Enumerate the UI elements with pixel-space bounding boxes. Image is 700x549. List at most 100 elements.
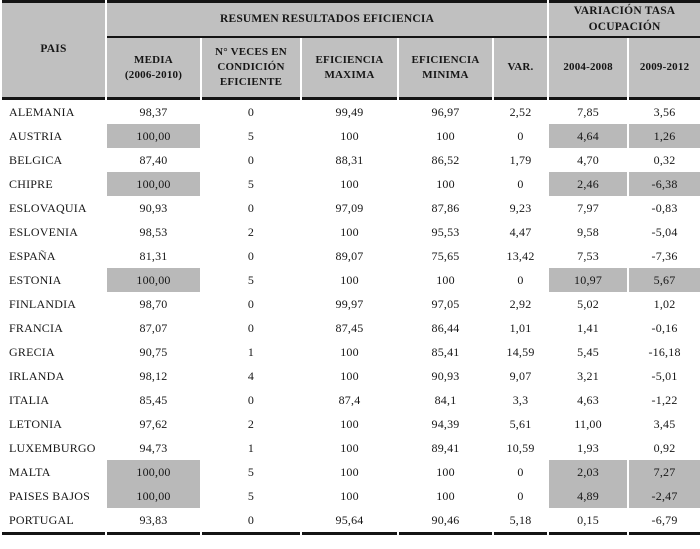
value-cell: 100,00 (107, 460, 200, 484)
value-cell: 0 (247, 392, 255, 407)
value-cell: -6,79 (629, 508, 700, 535)
value-cell: -6,38 (629, 172, 700, 196)
value-cell: 2 (247, 224, 255, 239)
value-cell: 88,31 (335, 152, 364, 167)
value-cell: 4,47 (509, 224, 532, 239)
value-cell: -7,36 (651, 248, 678, 263)
country-cell: PORTUGAL (2, 508, 105, 535)
table-row: ESLOVENIA 98,53 2 100 95,53 4,47 9,58 -5,04 (2, 220, 700, 244)
table-row: ESLOVAQUIA 90,93 0 97,09 87,86 9,23 7,97 -0,83 (2, 196, 700, 220)
value-cell: 5 (247, 464, 255, 479)
country-cell: LUXEMBURGO (9, 440, 96, 455)
value-cell: 1,02 (653, 296, 676, 311)
value-cell: 100,00 (107, 268, 200, 292)
value-cell: 99,49 (335, 104, 364, 119)
value-cell: 100,00 (107, 124, 200, 148)
table-row: ESTONIA 100,00 5 100 100 0 10,97 5,67 (2, 268, 700, 292)
value-cell: 100 (340, 344, 359, 359)
value-cell: 4,63 (577, 392, 599, 407)
value-cell: 84,1 (434, 392, 457, 407)
value-cell: 0 (247, 152, 255, 167)
value-cell: 0,92 (653, 440, 676, 455)
table-row: FINLANDIA 98,70 0 99,97 97,05 2,92 5,02 1,02 (2, 292, 700, 316)
value-cell: -0,16 (651, 320, 678, 335)
sub-header-row: MEDIA (2006-2010) N° VECES EN CONDICIÓN … (2, 38, 700, 100)
table-row: PORTUGAL 93,83 0 95,64 90,46 5,18 0,15 -6,79 (2, 508, 700, 535)
country-cell: ESLOVAQUIA (9, 200, 87, 215)
column-header-veces-condicion-eficiente: N° VECES EN CONDICIÓN EFICIENTE (202, 38, 300, 100)
column-header-pais: PAIS (2, 0, 105, 100)
value-cell: 5,67 (629, 268, 700, 292)
value-cell: 97,05 (431, 296, 460, 311)
value-cell: 100 (340, 128, 359, 143)
table-row: MALTA 100,00 5 100 100 0 2,03 7,27 (2, 460, 700, 484)
value-cell: 98,70 (139, 296, 168, 311)
column-header-var: VAR. (494, 38, 548, 100)
value-cell: 100 (340, 464, 359, 479)
value-cell: 87,86 (431, 200, 460, 215)
efficiency-results-table: PAIS RESUMEN RESULTADOS EFICIENCIA VARIA… (2, 0, 700, 535)
value-cell: 90,93 (431, 368, 460, 383)
table-row: LETONIA 97,62 2 100 94,39 5,61 11,00 3,45 (2, 412, 700, 436)
value-cell: -1,22 (651, 392, 678, 407)
value-cell: 2,46 (549, 172, 628, 196)
value-cell: 100 (340, 440, 359, 455)
value-cell: 2 (247, 416, 255, 431)
table-row: ITALIA 85,45 0 87,4 84,1 3,3 4,63 -1,22 (2, 388, 700, 412)
value-cell: 100 (436, 272, 455, 287)
value-cell: 98,12 (139, 368, 168, 383)
table-row: IRLANDA 98,12 4 100 90,93 9,07 3,21 -5,01 (2, 364, 700, 388)
value-cell: 0 (247, 200, 255, 215)
value-cell: 86,44 (431, 320, 460, 335)
value-cell: 1,01 (509, 320, 532, 335)
value-cell: 95,53 (431, 224, 460, 239)
value-cell: 0 (247, 320, 255, 335)
value-cell: 89,07 (335, 248, 364, 263)
value-cell: 1,26 (629, 124, 700, 148)
value-cell: 5 (247, 272, 255, 287)
value-cell: 4,89 (549, 484, 628, 508)
value-cell: 0 (517, 464, 524, 479)
table-row: ESPAÑA 81,31 0 89,07 75,65 13,42 7,53 -7,36 (2, 244, 700, 268)
value-cell: 0 (517, 272, 524, 287)
country-cell: ESPAÑA (9, 248, 56, 263)
value-cell: 100 (340, 368, 359, 383)
value-cell: 14,59 (506, 344, 535, 359)
country-cell: ESLOVENIA (9, 224, 79, 239)
value-cell: 1 (247, 344, 255, 359)
group-header-variacion-tasa-ocupacion: VARIACIÓN TASA OCUPACIÓN (549, 0, 700, 38)
value-cell: 5,61 (509, 416, 532, 431)
value-cell: 75,65 (431, 248, 460, 263)
value-cell: 9,07 (509, 368, 532, 383)
country-cell: AUSTRIA (9, 128, 63, 143)
value-cell: 90,75 (139, 344, 168, 359)
table-row: ALEMANIA 98,37 0 99,49 96,97 2,52 7,85 3,56 (2, 100, 700, 124)
table-body: ALEMANIA 98,37 0 99,49 96,97 2,52 7,85 3,56 AUST… (2, 100, 700, 535)
country-cell: ESTONIA (9, 272, 62, 287)
country-cell: GRECIA (9, 344, 55, 359)
value-cell: 4 (247, 368, 255, 383)
value-cell: 2,03 (549, 460, 628, 484)
table-row: PAISES BAJOS 100,00 5 100 100 0 4,89 -2,47 (2, 484, 700, 508)
value-cell: 2,52 (509, 104, 532, 119)
value-cell: 0 (247, 248, 255, 263)
value-cell: 5 (247, 488, 255, 503)
value-cell: -5,04 (651, 224, 678, 239)
value-cell: 95,64 (302, 508, 397, 535)
value-cell: 86,52 (431, 152, 460, 167)
value-cell: 93,83 (107, 508, 200, 535)
value-cell: 0 (247, 296, 255, 311)
value-cell: 100 (340, 272, 359, 287)
value-cell: 87,40 (139, 152, 168, 167)
value-cell: 89,41 (431, 440, 460, 455)
value-cell: 4,64 (549, 124, 628, 148)
country-cell: LETONIA (9, 416, 63, 431)
value-cell: 94,73 (139, 440, 168, 455)
value-cell: 87,45 (335, 320, 364, 335)
value-cell: 3,56 (653, 104, 676, 119)
column-header-eficiencia-maxima: EFICIENCIA MAXIMA (302, 38, 397, 100)
column-header-2009-2012: 2009-2012 (629, 38, 700, 100)
value-cell: 13,42 (506, 248, 535, 263)
value-cell: 0,32 (653, 152, 676, 167)
value-cell: 0 (517, 128, 524, 143)
